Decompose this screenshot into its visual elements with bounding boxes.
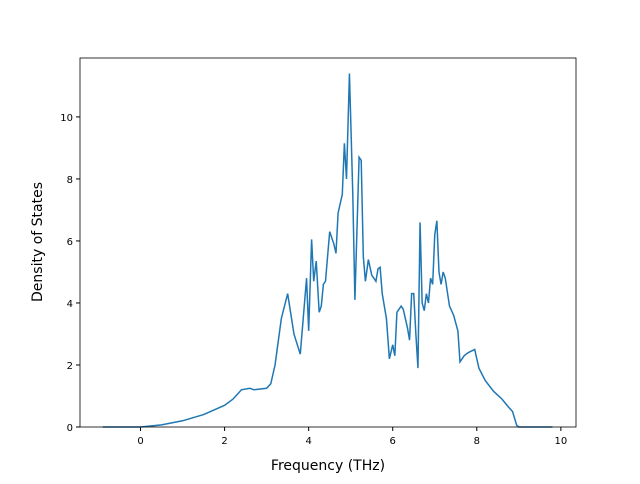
- y-tick-label: 6: [67, 237, 73, 248]
- x-tick-label: 4: [305, 436, 311, 447]
- x-tick-label: 8: [474, 436, 480, 447]
- x-axis-label: Frequency (THz): [271, 458, 385, 474]
- x-tick-label: 2: [221, 436, 227, 447]
- y-tick-label: 10: [60, 113, 73, 124]
- y-axis-label: Density of States: [30, 182, 46, 302]
- y-tick-label: 0: [67, 423, 73, 434]
- y-tick-label: 8: [67, 175, 73, 186]
- x-tick-label: 0: [137, 436, 143, 447]
- x-tick-label: 10: [555, 436, 568, 447]
- plot-frame: [79, 57, 577, 428]
- y-tick-label: 2: [67, 361, 73, 372]
- x-tick-label: 6: [390, 436, 396, 447]
- y-tick-label: 4: [67, 299, 73, 310]
- line-series: [102, 73, 553, 428]
